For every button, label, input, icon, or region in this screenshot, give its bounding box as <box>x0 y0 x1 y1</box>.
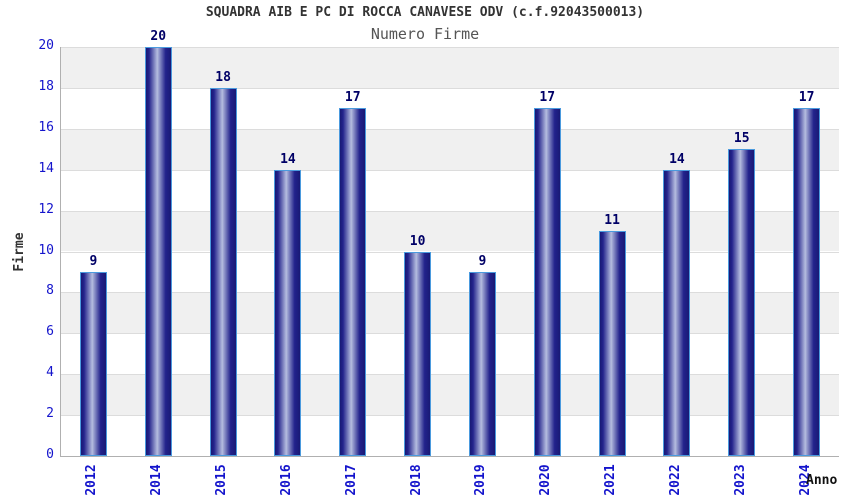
bar-value-label: 9 <box>89 253 98 269</box>
x-tick-label-2015: 2015 <box>214 464 230 496</box>
bar-value-label: 14 <box>669 151 685 167</box>
plot-band <box>61 415 839 456</box>
x-tick-label-2012: 2012 <box>84 464 100 496</box>
x-tick-label-2014: 2014 <box>149 464 165 496</box>
bar-value-label: 17 <box>798 90 815 106</box>
plot-band <box>61 374 839 416</box>
plot-band <box>61 87 839 129</box>
x-tick-label-2018: 2018 <box>408 464 424 496</box>
y-tick-label: 16 <box>38 119 54 135</box>
y-tick-label: 20 <box>38 38 54 53</box>
bar-2022 <box>663 169 691 456</box>
x-tick-label-2019: 2019 <box>473 464 489 496</box>
x-tick-label-2021: 2021 <box>603 464 619 496</box>
y-tick-label: 10 <box>38 242 54 258</box>
y-tick-label: 0 <box>46 447 54 462</box>
y-tick-label: 14 <box>38 160 54 176</box>
bar-value-label: 11 <box>604 213 620 229</box>
bar-2012 <box>79 271 107 456</box>
plot-area: 9 20 18 14 17 10 9 17 11 14 15 17 <box>60 29 839 457</box>
bar-2024 <box>793 108 821 456</box>
plot-band <box>61 292 839 334</box>
x-tick-label-2017: 2017 <box>343 464 359 496</box>
chart-subtitle: Numero Firme <box>370 25 480 43</box>
plot-band <box>61 251 839 293</box>
bar-2015 <box>209 87 237 456</box>
bar-2021 <box>598 231 626 456</box>
bar-2020 <box>533 108 561 456</box>
y-tick-label: 8 <box>46 283 54 299</box>
x-tick-label-2016: 2016 <box>278 464 294 496</box>
bar-value-label: 17 <box>344 90 361 106</box>
bar-2017 <box>339 108 367 456</box>
bar-2016 <box>274 169 302 456</box>
y-tick-label: 18 <box>38 78 54 94</box>
bar-value-label: 9 <box>478 253 487 269</box>
x-tick-label-2020: 2020 <box>538 464 554 496</box>
y-tick-label: 12 <box>38 201 54 217</box>
bar-2018 <box>404 251 432 456</box>
y-tick-label: 4 <box>46 365 54 381</box>
bar-value-label: 18 <box>215 69 231 85</box>
plot-band <box>61 210 839 252</box>
plot-band <box>61 333 839 375</box>
bar-value-label: 17 <box>539 90 556 106</box>
bar-value-label: 20 <box>150 29 167 44</box>
bar-value-label: 10 <box>409 233 426 249</box>
bar-2014 <box>144 47 172 456</box>
y-tick-label: 2 <box>46 406 54 422</box>
bar-value-label: 15 <box>733 131 750 147</box>
plot-band <box>61 169 839 211</box>
chart-title: SQUADRA AIB E PC DI ROCCA CANAVESE ODV (… <box>205 5 645 20</box>
y-tick-label: 6 <box>46 324 54 340</box>
bar-2019 <box>468 271 496 456</box>
x-axis-label: Anno <box>806 473 838 488</box>
bar-2023 <box>728 149 756 456</box>
x-tick-label-2023: 2023 <box>732 464 748 496</box>
plot-band <box>61 47 839 88</box>
bar-value-label: 14 <box>280 151 296 167</box>
plot-band <box>61 128 839 170</box>
x-tick-label-2022: 2022 <box>667 464 683 496</box>
